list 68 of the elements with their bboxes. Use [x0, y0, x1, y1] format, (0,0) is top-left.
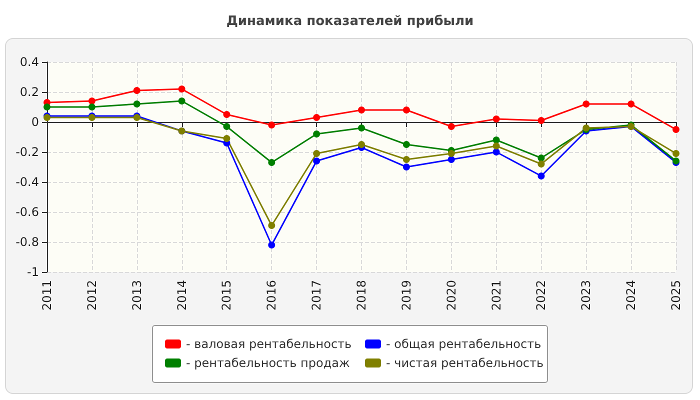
- x-tick-label: 2021: [489, 280, 504, 311]
- point: [492, 142, 500, 150]
- point: [538, 172, 545, 180]
- point: [538, 154, 545, 162]
- x-tick-label: 2024: [624, 280, 638, 311]
- point: [492, 148, 500, 156]
- y-tick-label: 0.4: [20, 55, 39, 69]
- point: [313, 158, 320, 164]
- point: [313, 150, 320, 157]
- point: [88, 104, 96, 110]
- legend-label: - общая рентабельность: [386, 337, 542, 351]
- y-tick-label: 0.2: [20, 85, 39, 99]
- y-tick-label: -0.8: [16, 235, 39, 249]
- point: [448, 123, 455, 130]
- x-tick-label: 2018: [354, 280, 368, 311]
- point: [268, 159, 276, 166]
- x-tick-label: 2023: [579, 280, 594, 311]
- chart-title: Динамика показателей прибыли: [226, 14, 474, 29]
- x-tick-label: 2025: [669, 280, 683, 311]
- x-tick-label: 2019: [399, 280, 414, 311]
- legend-label: - валовая рентабельность: [186, 337, 352, 351]
- point: [672, 126, 680, 133]
- point: [402, 164, 410, 170]
- point: [133, 100, 140, 108]
- point: [448, 150, 455, 157]
- point: [538, 117, 545, 124]
- point: [313, 114, 320, 121]
- point: [492, 136, 500, 144]
- x-tick-label: 2016: [264, 280, 279, 311]
- y-tick-label: 0: [31, 115, 39, 129]
- point: [358, 141, 365, 148]
- x-tick-label: 2017: [310, 280, 324, 311]
- y-tick-label: -0.4: [16, 175, 39, 189]
- point: [628, 100, 635, 108]
- point: [448, 156, 455, 163]
- point: [88, 98, 96, 104]
- point: [223, 123, 230, 130]
- point: [492, 116, 500, 122]
- point: [672, 150, 680, 157]
- point: [313, 130, 320, 138]
- x-tick-label: 2022: [534, 280, 548, 311]
- x-tick-label: 2011: [40, 280, 54, 311]
- point: [178, 98, 186, 104]
- point: [223, 111, 230, 118]
- y-tick-label: -0.6: [16, 205, 39, 219]
- point: [133, 87, 140, 94]
- point: [402, 156, 410, 163]
- point: [268, 222, 276, 229]
- point: [358, 124, 365, 132]
- point: [402, 141, 410, 148]
- point: [538, 160, 545, 168]
- y-tick-label: -0.2: [16, 145, 39, 159]
- x-tick-label: 2013: [130, 280, 144, 311]
- point: [268, 242, 276, 248]
- point: [268, 122, 276, 128]
- point: [178, 86, 186, 92]
- x-tick-label: 2012: [84, 280, 99, 311]
- point: [223, 135, 230, 142]
- x-tick-label: 2020: [444, 280, 458, 311]
- x-tick-label: 2015: [220, 280, 234, 311]
- point: [582, 100, 590, 108]
- legend-label: - чистая рентабельность: [386, 356, 544, 370]
- x-tick-label: 2014: [174, 280, 189, 311]
- point: [44, 104, 50, 110]
- point: [358, 106, 365, 114]
- point: [402, 106, 410, 114]
- y-tick-label: -1: [27, 265, 39, 279]
- legend-label: - рентабельность продаж: [186, 356, 350, 370]
